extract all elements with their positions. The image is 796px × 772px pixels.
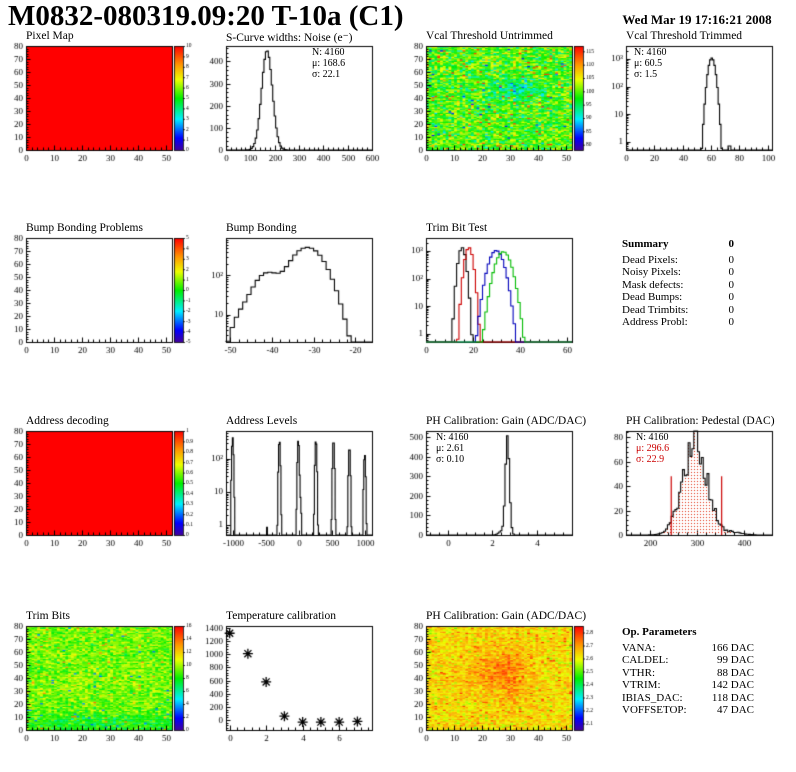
bump-bonding-canvas: [200, 224, 400, 384]
summary-row: Dead Pixels: 0: [622, 254, 734, 266]
summary-value: 0: [728, 254, 735, 266]
stat-mu: μ: 296.6: [636, 443, 670, 454]
trim-bits-canvas: [0, 612, 200, 772]
summary-row: Mask defects: 0: [622, 279, 734, 291]
plot-ph-gain-hist: PH Calibration: Gain (ADC/DAC) N: 4160 μ…: [400, 415, 600, 585]
stat-mu: μ: 168.6: [312, 58, 346, 69]
stat-n: N: 4160: [436, 432, 469, 443]
plot-vcal-trimmed: Vcal Threshold Trimmed N: 4160 μ: 60.5 σ…: [600, 30, 796, 200]
op-parameter-row: VOFFSETOP: 47 DAC: [622, 704, 754, 716]
op-parameter-row: IBIAS_DAC: 118 DAC: [622, 692, 754, 704]
op-value: 118 DAC: [711, 691, 754, 704]
stat-mu: μ: 60.5: [634, 58, 663, 69]
summary-row: Noisy Pixels: 0: [622, 266, 734, 278]
op-parameter-row: VTRIM: 142 DAC: [622, 679, 754, 691]
op-label: VANA:: [622, 642, 656, 654]
plot-trim-bits: Trim Bits: [0, 610, 200, 772]
stat-mu: μ: 2.61: [436, 443, 465, 454]
op-value: 47 DAC: [717, 704, 754, 717]
summary-label: Noisy Pixels:: [622, 266, 681, 279]
op-parameter-row: CALDEL: 99 DAC: [622, 654, 754, 666]
scurve-noise-canvas: [200, 32, 400, 192]
summary-value: 0: [728, 278, 735, 291]
ph-pedestal-canvas: [600, 417, 796, 577]
stats-box: N: 4160 μ: 168.6 σ: 22.1: [312, 47, 345, 80]
summary-row: Dead Trimbits: 0: [622, 304, 734, 316]
page-title: M0832-080319.09:20 T-10a (C1): [8, 0, 404, 32]
plot-ph-gain-map: PH Calibration: Gain (ADC/DAC): [400, 610, 600, 772]
temp-calibration-canvas: [200, 612, 400, 772]
op-value: 88 DAC: [717, 666, 754, 679]
summary-title: Summary: [622, 238, 669, 250]
pixel-map-canvas: [0, 32, 200, 192]
op-parameter-row: VTHR: 88 DAC: [622, 667, 754, 679]
plot-bump-bonding: Bump Bonding: [200, 222, 400, 392]
op-label: VTRIM:: [622, 679, 661, 692]
plot-ph-pedestal: PH Calibration: Pedestal (DAC) N: 4160 μ…: [600, 415, 796, 585]
summary-value: 0: [728, 291, 735, 304]
summary-total: 0: [728, 238, 735, 250]
summary-row: Dead Bumps: 0: [622, 291, 734, 303]
op-label: IBIAS_DAC:: [622, 691, 683, 704]
summary-panel: Summary 0 Dead Pixels: 0 Noisy Pixels: 0 M…: [622, 238, 734, 328]
plot-scurve-noise: S-Curve widths: Noise (e⁻) N: 4160 μ: 16…: [200, 30, 400, 200]
op-value: 99 DAC: [717, 654, 754, 667]
op-label: CALDEL:: [622, 654, 669, 667]
plot-address-levels: Address Levels: [200, 415, 400, 585]
stat-sigma: σ: 1.5: [634, 69, 658, 80]
plot-address-decoding: Address decoding: [0, 415, 200, 585]
address-levels-canvas: [200, 417, 400, 577]
summary-row: Address Probl: 0: [622, 316, 734, 328]
stats-box: N: 4160 μ: 60.5 σ: 1.5: [634, 47, 667, 80]
stats-box: N: 4160 μ: 2.61 σ: 0.10: [436, 432, 469, 465]
op-parameters-panel: Op. Parameters VANA: 166 DAC CALDEL: 99 DA…: [622, 626, 754, 716]
stat-sigma: σ: 22.1: [312, 69, 341, 80]
plot-trim-bit-test: Trim Bit Test: [400, 222, 600, 392]
op-label: VTHR:: [622, 666, 655, 679]
trim-bit-test-canvas: [400, 224, 600, 384]
vcal-untrimmed-canvas: [400, 32, 600, 192]
op-value: 142 DAC: [711, 679, 754, 692]
address-decoding-canvas: [0, 417, 200, 577]
op-parameter-row: VANA: 166 DAC: [622, 642, 754, 654]
plot-vcal-untrimmed: Vcal Threshold Untrimmed: [400, 30, 600, 200]
op-value: 166 DAC: [711, 642, 754, 654]
stat-sigma: σ: 0.10: [436, 454, 465, 465]
summary-label: Dead Bumps:: [622, 291, 683, 304]
op-label: VOFFSETOP:: [622, 704, 687, 717]
bump-problems-canvas: [0, 224, 200, 384]
plot-pixel-map: Pixel Map: [0, 30, 200, 200]
summary-value: 0: [728, 266, 735, 279]
vcal-trimmed-canvas: [600, 32, 796, 192]
plot-temp-calibration: Temperature calibration: [200, 610, 400, 772]
ph-gain-hist-canvas: [400, 417, 600, 577]
stat-n: N: 4160: [636, 432, 669, 443]
op-parameters-title: Op. Parameters: [622, 626, 697, 638]
stats-box: N: 4160 μ: 296.6 σ: 22.9: [636, 432, 669, 465]
report-date: Wed Mar 19 17:16:21 2008: [622, 12, 772, 27]
summary-value: 0: [728, 303, 735, 316]
stat-n: N: 4160: [634, 47, 667, 58]
summary-label: Dead Trimbits:: [622, 303, 689, 316]
summary-label: Mask defects:: [622, 278, 684, 291]
stat-sigma: σ: 22.9: [636, 454, 665, 465]
summary-label: Address Probl:: [622, 316, 688, 329]
summary-label: Dead Pixels:: [622, 254, 678, 266]
stat-n: N: 4160: [312, 47, 345, 58]
plot-bump-problems: Bump Bonding Problems: [0, 222, 200, 392]
summary-value: 0: [728, 316, 735, 329]
ph-gain-map-canvas: [400, 612, 600, 772]
